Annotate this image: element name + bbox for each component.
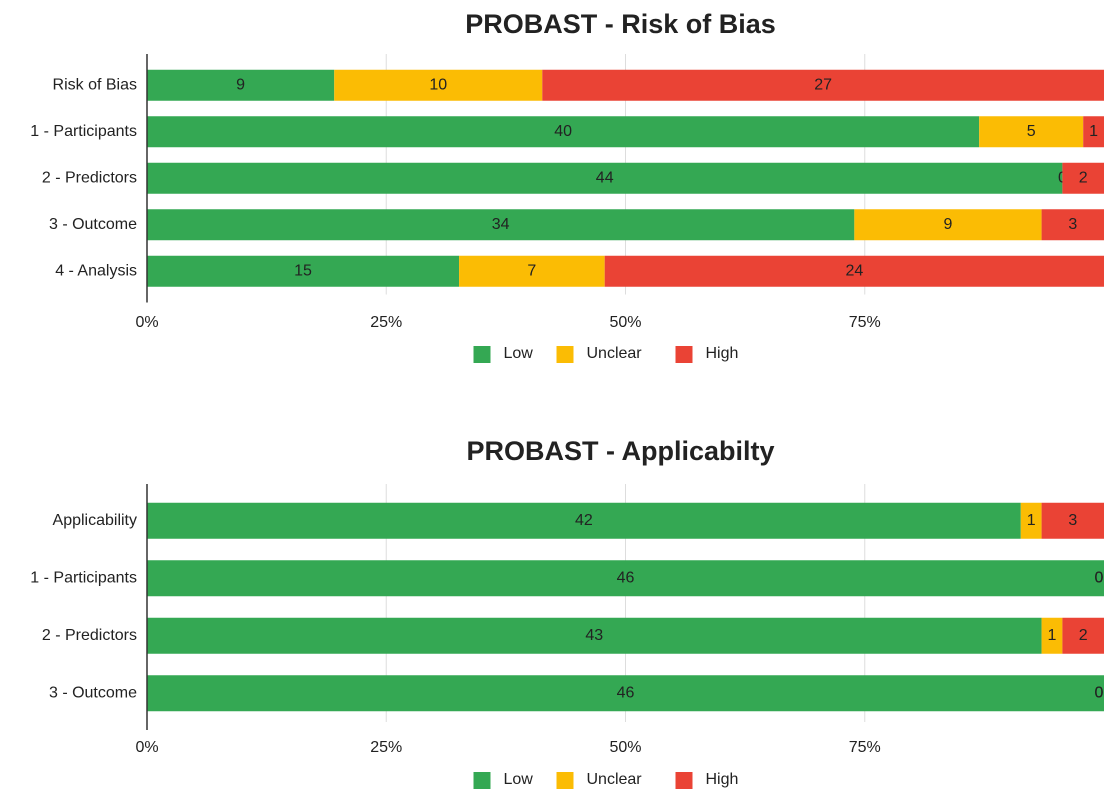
data-label: 24 [845,262,863,279]
data-label: 2 [1079,627,1088,644]
legend-swatch [473,772,491,789]
data-label: 2 [1079,169,1088,186]
bar-segment [147,255,460,287]
bar-segment [1083,116,1104,148]
legend-label: Low [504,345,534,362]
x-tick-label: 0% [135,314,158,331]
bar-segment [334,69,543,101]
data-label: 5 [1027,123,1036,140]
data-label: 34 [492,216,510,233]
data-label: 44 [596,169,614,186]
data-label: 3 [1068,216,1077,233]
data-label: 10 [429,76,447,93]
bar-segment [542,69,1104,101]
y-tick-label: 2 - Predictors [42,169,137,186]
data-label: 9 [944,216,953,233]
data-label: 0 [1095,684,1104,701]
data-label: 15 [294,262,312,279]
bar-segment [147,209,855,241]
bar-segment [1062,162,1104,194]
data-label: 27 [814,76,832,93]
bar-segment [604,255,1104,287]
bar-segment [147,116,980,148]
data-label: 0 [1095,569,1104,586]
bar-segment [1041,209,1104,241]
y-tick-label: 1 - Participants [30,569,137,586]
x-tick-label: 25% [370,739,402,756]
bar-segment [979,116,1084,148]
y-tick-label: 2 - Predictors [42,627,137,644]
data-label: 7 [527,262,536,279]
x-tick-label: 25% [370,314,402,331]
bar-segment [1041,502,1104,539]
x-tick-label: 75% [849,314,881,331]
data-label: 40 [554,123,572,140]
data-label: 1 [1089,123,1098,140]
legend-label: Low [504,771,534,788]
data-label: 1 [1048,627,1057,644]
legend-label: Unclear [587,771,643,788]
chart-title: PROBAST - Applicabilty [466,436,774,466]
bar-segment [459,255,605,287]
legend-swatch [675,772,693,789]
y-tick-label: Risk of Bias [53,76,137,93]
data-label: 3 [1068,512,1077,529]
data-label: 1 [1027,512,1036,529]
data-label: 43 [585,627,603,644]
bar-segment [854,209,1042,241]
bar-segment [1041,617,1063,654]
bar-segment [147,560,1104,597]
bar-segment [147,69,335,101]
data-label: 46 [617,684,635,701]
chart-title: PROBAST - Risk of Bias [465,9,776,39]
y-tick-label: 4 - Analysis [55,262,137,279]
bar-segment [1062,617,1104,654]
data-label: 46 [617,569,635,586]
bar-segment [1020,502,1042,539]
y-tick-label: Applicability [53,512,137,529]
data-label: 9 [236,76,245,93]
x-tick-label: 50% [609,739,641,756]
legend-swatch [675,346,693,363]
legend-swatch [473,346,491,363]
legend-label: High [706,345,739,362]
legend-label: Unclear [587,345,643,362]
y-tick-label: 1 - Participants [30,123,137,140]
legend-swatch [556,346,574,363]
legend-swatch [556,772,574,789]
bar-segment [147,162,1063,194]
data-label: 0 [1095,684,1104,701]
legend-label: High [706,771,739,788]
x-tick-label: 0% [135,739,158,756]
data-label: 0 [1095,569,1104,586]
bar-segment [147,502,1021,539]
bar-segment [147,617,1042,654]
x-tick-label: 50% [609,314,641,331]
y-tick-label: 3 - Outcome [49,684,137,701]
y-tick-label: 3 - Outcome [49,216,137,233]
x-tick-label: 75% [849,739,881,756]
bar-segment [147,675,1104,712]
data-label: 42 [575,512,593,529]
